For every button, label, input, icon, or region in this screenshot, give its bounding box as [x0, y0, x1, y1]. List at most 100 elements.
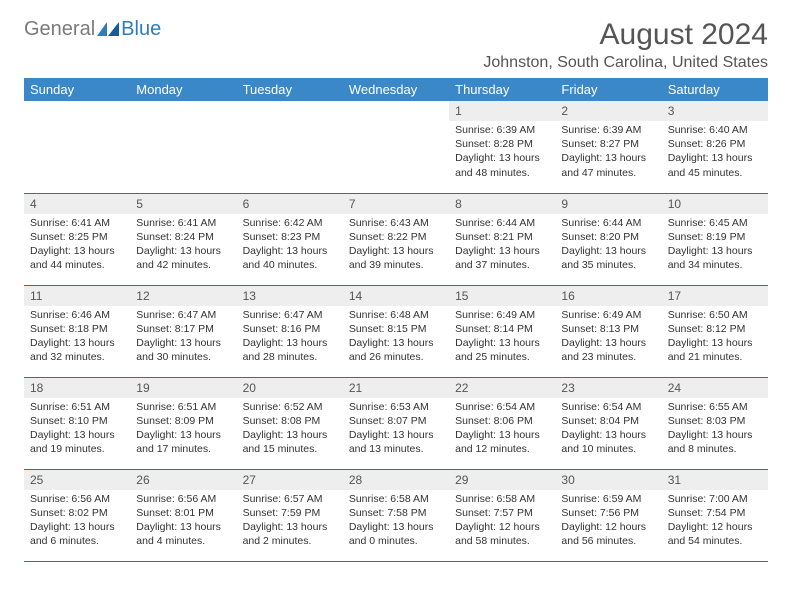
day-details: Sunrise: 6:54 AMSunset: 8:06 PMDaylight:… [449, 398, 555, 461]
sunset-text: Sunset: 8:08 PM [243, 414, 337, 428]
daylight-text: Daylight: 13 hours and 12 minutes. [455, 428, 549, 456]
day-details: Sunrise: 6:57 AMSunset: 7:59 PMDaylight:… [237, 490, 343, 553]
calendar-day-cell [237, 101, 343, 193]
sunset-text: Sunset: 8:10 PM [30, 414, 124, 428]
sunrise-text: Sunrise: 6:52 AM [243, 400, 337, 414]
day-number: 29 [449, 470, 555, 490]
weekday-header: Sunday [24, 78, 130, 101]
empty-day [343, 101, 449, 120]
daylight-text: Daylight: 13 hours and 10 minutes. [561, 428, 655, 456]
sunset-text: Sunset: 7:58 PM [349, 506, 443, 520]
day-number: 16 [555, 286, 661, 306]
title-block: August 2024 Johnston, South Carolina, Un… [483, 18, 768, 72]
day-details: Sunrise: 6:56 AMSunset: 8:02 PMDaylight:… [24, 490, 130, 553]
day-details: Sunrise: 7:00 AMSunset: 7:54 PMDaylight:… [662, 490, 768, 553]
sunset-text: Sunset: 8:21 PM [455, 230, 549, 244]
weekday-header: Monday [130, 78, 236, 101]
calendar-week-row: 11Sunrise: 6:46 AMSunset: 8:18 PMDayligh… [24, 285, 768, 377]
calendar-day-cell: 4Sunrise: 6:41 AMSunset: 8:25 PMDaylight… [24, 193, 130, 285]
weekday-header: Thursday [449, 78, 555, 101]
calendar-week-row: 4Sunrise: 6:41 AMSunset: 8:25 PMDaylight… [24, 193, 768, 285]
daylight-text: Daylight: 12 hours and 54 minutes. [668, 520, 762, 548]
sunset-text: Sunset: 8:20 PM [561, 230, 655, 244]
calendar-day-cell: 5Sunrise: 6:41 AMSunset: 8:24 PMDaylight… [130, 193, 236, 285]
weekday-header: Friday [555, 78, 661, 101]
weekday-header: Tuesday [237, 78, 343, 101]
sunrise-text: Sunrise: 6:58 AM [349, 492, 443, 506]
day-details: Sunrise: 6:41 AMSunset: 8:24 PMDaylight:… [130, 214, 236, 277]
sunset-text: Sunset: 8:13 PM [561, 322, 655, 336]
calendar-day-cell: 2Sunrise: 6:39 AMSunset: 8:27 PMDaylight… [555, 101, 661, 193]
day-details: Sunrise: 6:39 AMSunset: 8:28 PMDaylight:… [449, 121, 555, 184]
sunrise-text: Sunrise: 6:54 AM [561, 400, 655, 414]
day-details: Sunrise: 6:51 AMSunset: 8:09 PMDaylight:… [130, 398, 236, 461]
weekday-header: Saturday [662, 78, 768, 101]
daylight-text: Daylight: 13 hours and 45 minutes. [668, 151, 762, 179]
daylight-text: Daylight: 13 hours and 26 minutes. [349, 336, 443, 364]
day-details: Sunrise: 6:48 AMSunset: 8:15 PMDaylight:… [343, 306, 449, 369]
day-number: 7 [343, 194, 449, 214]
sunrise-text: Sunrise: 6:49 AM [455, 308, 549, 322]
sunrise-text: Sunrise: 6:45 AM [668, 216, 762, 230]
day-number: 5 [130, 194, 236, 214]
sunrise-text: Sunrise: 6:55 AM [668, 400, 762, 414]
daylight-text: Daylight: 13 hours and 6 minutes. [30, 520, 124, 548]
day-details: Sunrise: 6:52 AMSunset: 8:08 PMDaylight:… [237, 398, 343, 461]
daylight-text: Daylight: 13 hours and 23 minutes. [561, 336, 655, 364]
brand-logo: General Blue [24, 18, 161, 41]
location-subtitle: Johnston, South Carolina, United States [483, 54, 768, 72]
sunrise-text: Sunrise: 6:51 AM [30, 400, 124, 414]
sunset-text: Sunset: 7:59 PM [243, 506, 337, 520]
calendar-day-cell: 11Sunrise: 6:46 AMSunset: 8:18 PMDayligh… [24, 285, 130, 377]
day-number: 10 [662, 194, 768, 214]
sunrise-text: Sunrise: 6:58 AM [455, 492, 549, 506]
calendar-day-cell: 1Sunrise: 6:39 AMSunset: 8:28 PMDaylight… [449, 101, 555, 193]
day-details: Sunrise: 6:58 AMSunset: 7:58 PMDaylight:… [343, 490, 449, 553]
day-number: 15 [449, 286, 555, 306]
calendar-body: 1Sunrise: 6:39 AMSunset: 8:28 PMDaylight… [24, 101, 768, 561]
day-details: Sunrise: 6:44 AMSunset: 8:21 PMDaylight:… [449, 214, 555, 277]
calendar-table: SundayMondayTuesdayWednesdayThursdayFrid… [24, 78, 768, 562]
day-number: 31 [662, 470, 768, 490]
calendar-page: General Blue August 2024 Johnston, South… [0, 0, 792, 562]
calendar-week-row: 25Sunrise: 6:56 AMSunset: 8:02 PMDayligh… [24, 469, 768, 561]
daylight-text: Daylight: 13 hours and 19 minutes. [30, 428, 124, 456]
sunrise-text: Sunrise: 6:43 AM [349, 216, 443, 230]
daylight-text: Daylight: 13 hours and 44 minutes. [30, 244, 124, 272]
sunrise-text: Sunrise: 6:44 AM [561, 216, 655, 230]
sunrise-text: Sunrise: 6:44 AM [455, 216, 549, 230]
day-number: 6 [237, 194, 343, 214]
day-number: 1 [449, 101, 555, 121]
day-details: Sunrise: 6:51 AMSunset: 8:10 PMDaylight:… [24, 398, 130, 461]
calendar-week-row: 18Sunrise: 6:51 AMSunset: 8:10 PMDayligh… [24, 377, 768, 469]
sunset-text: Sunset: 8:22 PM [349, 230, 443, 244]
daylight-text: Daylight: 13 hours and 28 minutes. [243, 336, 337, 364]
day-details: Sunrise: 6:54 AMSunset: 8:04 PMDaylight:… [555, 398, 661, 461]
daylight-text: Daylight: 13 hours and 35 minutes. [561, 244, 655, 272]
day-details: Sunrise: 6:56 AMSunset: 8:01 PMDaylight:… [130, 490, 236, 553]
empty-day [130, 101, 236, 120]
sunset-text: Sunset: 7:54 PM [668, 506, 762, 520]
day-details: Sunrise: 6:39 AMSunset: 8:27 PMDaylight:… [555, 121, 661, 184]
calendar-day-cell: 9Sunrise: 6:44 AMSunset: 8:20 PMDaylight… [555, 193, 661, 285]
sunrise-text: Sunrise: 6:42 AM [243, 216, 337, 230]
daylight-text: Daylight: 13 hours and 17 minutes. [136, 428, 230, 456]
day-details: Sunrise: 6:44 AMSunset: 8:20 PMDaylight:… [555, 214, 661, 277]
empty-day [24, 101, 130, 120]
brand-sail-icon [97, 22, 119, 38]
sunset-text: Sunset: 8:01 PM [136, 506, 230, 520]
calendar-day-cell: 13Sunrise: 6:47 AMSunset: 8:16 PMDayligh… [237, 285, 343, 377]
sunrise-text: Sunrise: 6:48 AM [349, 308, 443, 322]
sunrise-text: Sunrise: 6:39 AM [561, 123, 655, 137]
sunrise-text: Sunrise: 6:57 AM [243, 492, 337, 506]
day-details: Sunrise: 6:46 AMSunset: 8:18 PMDaylight:… [24, 306, 130, 369]
sunrise-text: Sunrise: 6:53 AM [349, 400, 443, 414]
day-details: Sunrise: 6:43 AMSunset: 8:22 PMDaylight:… [343, 214, 449, 277]
daylight-text: Daylight: 13 hours and 34 minutes. [668, 244, 762, 272]
calendar-day-cell: 15Sunrise: 6:49 AMSunset: 8:14 PMDayligh… [449, 285, 555, 377]
daylight-text: Daylight: 13 hours and 15 minutes. [243, 428, 337, 456]
daylight-text: Daylight: 13 hours and 0 minutes. [349, 520, 443, 548]
daylight-text: Daylight: 12 hours and 56 minutes. [561, 520, 655, 548]
sunset-text: Sunset: 8:03 PM [668, 414, 762, 428]
sunrise-text: Sunrise: 6:46 AM [30, 308, 124, 322]
